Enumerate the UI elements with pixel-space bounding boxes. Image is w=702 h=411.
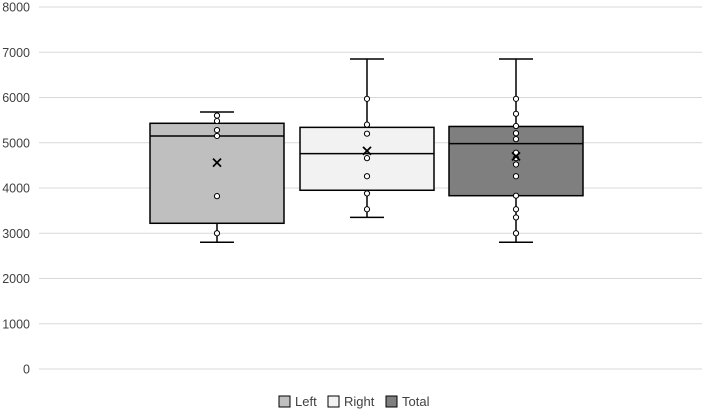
legend-swatch: [278, 395, 291, 408]
mean-marker-stroke: [212, 158, 222, 168]
data-point: [363, 155, 371, 162]
box-right: [299, 58, 435, 219]
box-total: [448, 58, 584, 244]
legend-item-total: Total: [385, 394, 430, 409]
box-left: [149, 111, 285, 244]
y-tick-label: 0: [23, 363, 30, 377]
mean-marker: [511, 151, 521, 161]
data-point: [512, 122, 520, 130]
y-tick-label: 1000: [2, 317, 30, 331]
data-point: [363, 121, 371, 128]
data-point: [213, 132, 221, 140]
data-point: [512, 136, 520, 143]
data-point: [512, 95, 520, 102]
data-point: [213, 230, 221, 237]
legend-swatch: [327, 395, 340, 408]
y-tick-label: 5000: [2, 136, 30, 150]
data-point: [213, 112, 221, 119]
mean-marker: [212, 158, 222, 168]
y-tick-label: 2000: [2, 272, 30, 286]
y-tick-label: 7000: [2, 46, 30, 60]
mean-marker-stroke: [511, 151, 521, 161]
data-point: [512, 206, 520, 213]
data-point: [363, 206, 371, 213]
y-axis-ticks: 0 1000 2000 3000 4000 5000 6000 7000 8000: [2, 1, 30, 377]
data-point: [512, 161, 520, 168]
data-point: [213, 193, 221, 200]
data-point: [512, 130, 520, 137]
data-point: [512, 214, 520, 221]
legend-label: Right: [344, 394, 375, 409]
data-point: [363, 190, 371, 197]
y-tick-label: 6000: [2, 91, 30, 105]
y-tick-label: 3000: [2, 227, 30, 241]
legend-label: Left: [295, 394, 317, 409]
box-series: [149, 58, 584, 244]
mean-marker-stroke: [362, 146, 372, 156]
data-point: [213, 126, 221, 134]
legend-label: Total: [402, 394, 430, 409]
data-point: [363, 130, 371, 137]
data-point: [512, 230, 520, 237]
data-point: [512, 192, 520, 199]
box-body: [149, 122, 285, 225]
data-point: [363, 95, 371, 102]
legend: Left Right Total: [278, 394, 430, 409]
legend-swatch: [385, 395, 398, 408]
data-point: [512, 173, 520, 180]
legend-item-right: Right: [327, 394, 375, 409]
data-point: [363, 173, 371, 180]
y-tick-label: 8000: [2, 1, 30, 15]
legend-item-left: Left: [278, 394, 317, 409]
data-point: [213, 117, 221, 125]
y-tick-label: 4000: [2, 182, 30, 196]
mean-marker: [362, 146, 372, 156]
data-point: [512, 110, 520, 117]
